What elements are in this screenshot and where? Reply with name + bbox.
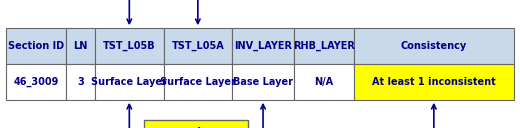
- Bar: [294, 28, 354, 64]
- Bar: [66, 28, 95, 64]
- Text: Surface Layer: Surface Layer: [92, 77, 167, 87]
- Bar: [232, 28, 294, 64]
- Bar: [95, 64, 164, 100]
- Bar: [232, 64, 294, 100]
- Bar: [95, 28, 164, 64]
- Bar: [144, 120, 248, 128]
- Text: TST_L05B: TST_L05B: [103, 41, 155, 51]
- Text: At least 1 inconsistent: At least 1 inconsistent: [372, 77, 496, 87]
- Text: Section ID: Section ID: [8, 41, 64, 51]
- Text: LN: LN: [73, 41, 88, 51]
- Bar: [66, 64, 95, 100]
- Text: Consistency: Consistency: [401, 41, 467, 51]
- Text: 46_3009: 46_3009: [14, 77, 59, 87]
- Bar: [294, 64, 354, 100]
- Bar: [354, 28, 514, 64]
- Bar: [164, 28, 232, 64]
- Bar: [6, 64, 66, 100]
- Text: TST_L05A: TST_L05A: [172, 41, 224, 51]
- Bar: [354, 64, 514, 100]
- Text: Surface Layer: Surface Layer: [160, 77, 236, 87]
- Text: INV_LAYER: INV_LAYER: [234, 41, 292, 51]
- Bar: [164, 64, 232, 100]
- Text: RHB_LAYER: RHB_LAYER: [293, 41, 355, 51]
- Text: Inconsistent: Inconsistent: [155, 127, 237, 128]
- Text: 3: 3: [77, 77, 84, 87]
- Text: N/A: N/A: [315, 77, 333, 87]
- Bar: [6, 28, 66, 64]
- Text: Base Layer: Base Layer: [233, 77, 293, 87]
